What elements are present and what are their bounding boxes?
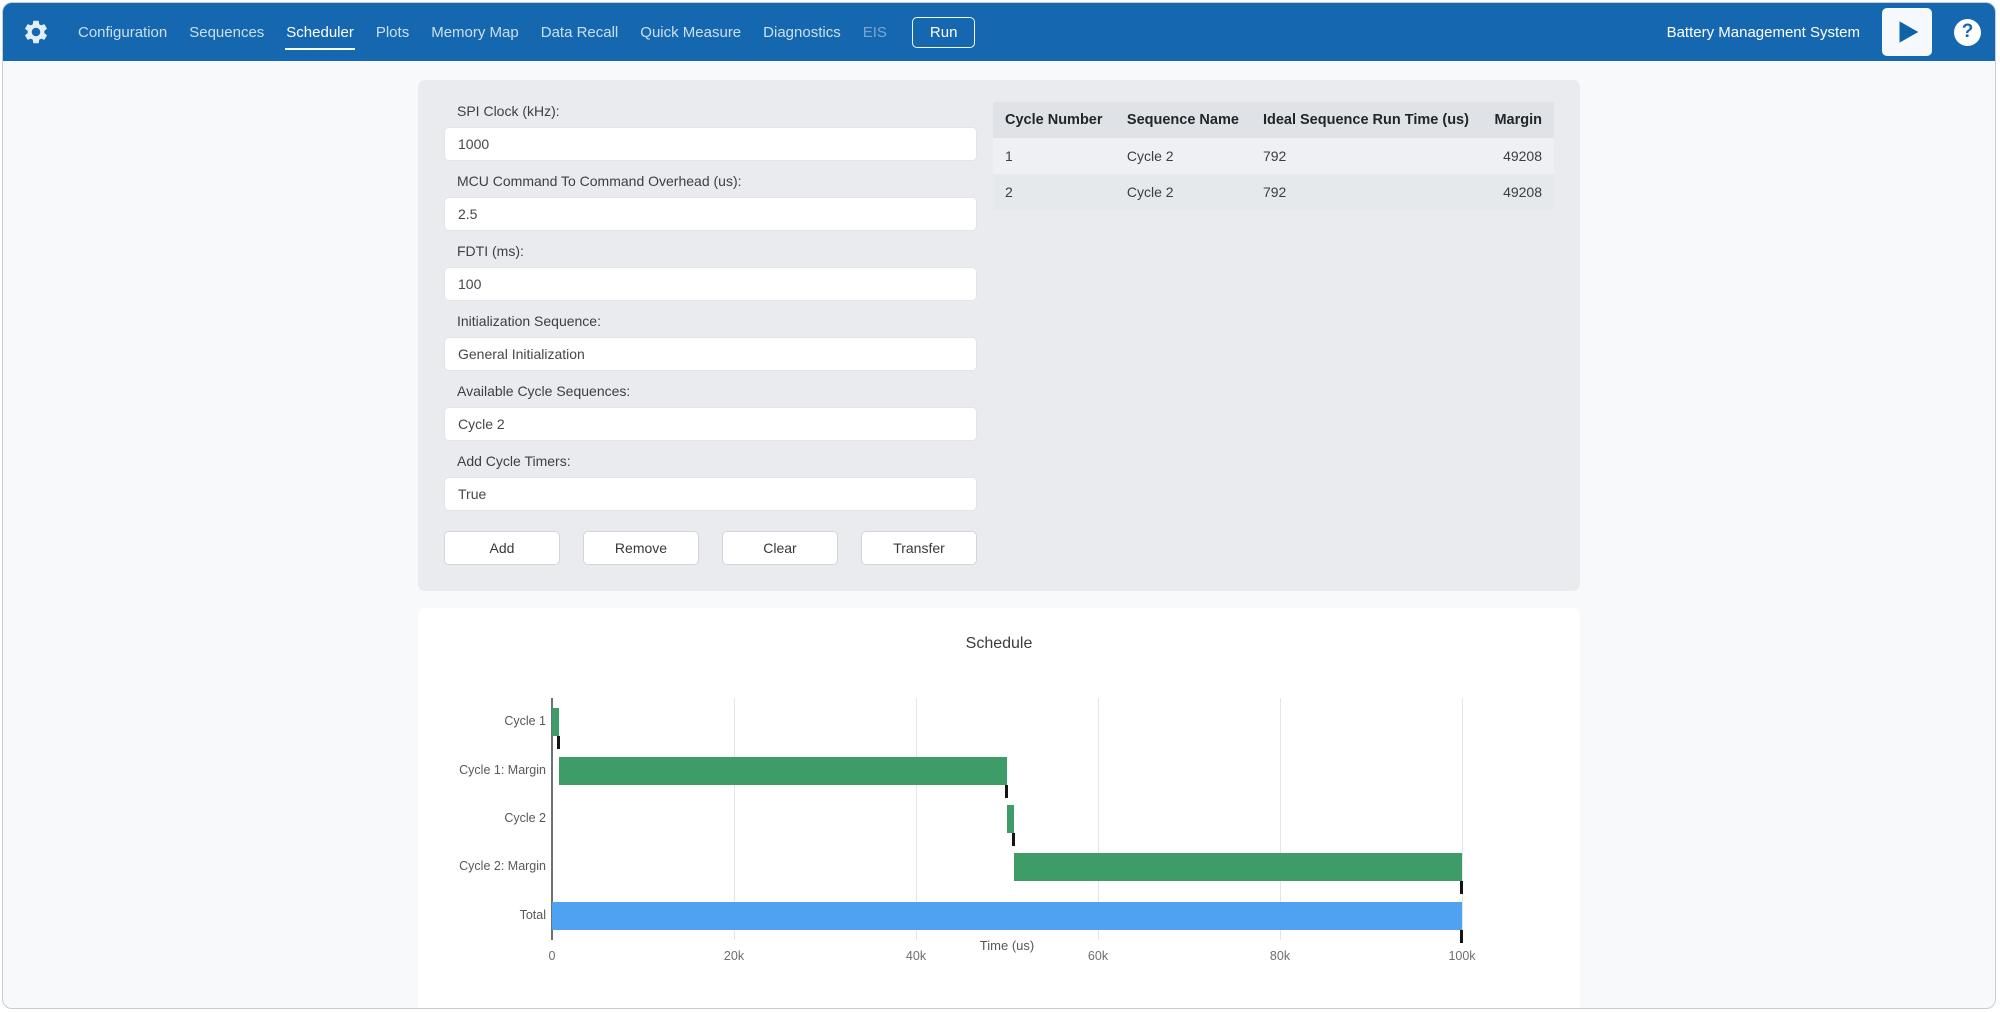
header-ideal-run-time: Ideal Sequence Run Time (us)	[1250, 102, 1481, 138]
spi-clock-label: SPI Clock (kHz):	[457, 103, 560, 119]
nav-item-data-recall[interactable]: Data Recall	[540, 23, 619, 41]
chart-gridline	[734, 698, 735, 940]
gantt-bar	[1014, 853, 1462, 882]
cell-ideal-run-time: 792	[1250, 174, 1481, 210]
chart-y-axis	[551, 698, 553, 940]
app-title: Battery Management System	[1666, 23, 1860, 41]
add-cycle-timers-label: Add Cycle Timers:	[457, 453, 571, 469]
chart-x-tick-label: 100k	[1448, 949, 1476, 963]
nav-item-quick-measure[interactable]: Quick Measure	[640, 23, 742, 41]
play-button[interactable]	[1882, 8, 1932, 56]
init-sequence-input[interactable]	[444, 337, 977, 371]
fdti-input[interactable]	[444, 267, 977, 301]
nav-item-memory-map[interactable]: Memory Map	[431, 23, 519, 41]
init-sequence-label: Initialization Sequence:	[457, 313, 601, 329]
chart-row-label: Cycle 2: Margin	[459, 859, 546, 874]
scheduler-settings-card: SPI Clock (kHz): MCU Command To Command …	[418, 80, 1580, 591]
mcu-overhead-input[interactable]	[444, 197, 977, 231]
chart-x-tick-label: 20k	[723, 949, 745, 963]
nav-item-plots[interactable]: Plots	[375, 23, 410, 41]
bar-end-cap	[1012, 833, 1016, 846]
available-cycle-sequences-label: Available Cycle Sequences:	[457, 383, 631, 399]
chart-title: Schedule	[965, 635, 1033, 652]
gantt-bar	[552, 901, 1462, 930]
bar-end-cap	[1460, 881, 1463, 895]
run-button[interactable]: Run	[911, 16, 976, 48]
cycle-table-wrapper: Cycle Number Sequence Name Ideal Sequenc…	[993, 102, 1554, 565]
fdti-label: FDTI (ms):	[457, 243, 524, 259]
table-row[interactable]: 1 Cycle 2 792 49208	[993, 138, 1554, 174]
chart-gridline	[1098, 698, 1099, 940]
chart-row-label: Cycle 1: Margin	[459, 762, 546, 777]
header-margin: Margin	[1480, 102, 1554, 138]
clear-button[interactable]: Clear	[722, 531, 838, 565]
help-icon[interactable]: ?	[1954, 18, 1981, 46]
cycle-table-header-row: Cycle Number Sequence Name Ideal Sequenc…	[993, 102, 1554, 138]
chart-x-tick-label: 0	[548, 949, 556, 963]
cell-sequence-name: Cycle 2	[1114, 138, 1251, 174]
bar-end-cap	[557, 736, 561, 750]
header-sequence-name: Sequence Name	[1114, 102, 1251, 138]
settings-gear-icon[interactable]	[19, 15, 53, 49]
form-button-row: Add Remove Clear Transfer	[444, 531, 977, 565]
chart-row-label: Cycle 1	[504, 714, 546, 729]
nav-item-configuration[interactable]: Configuration	[78, 23, 168, 41]
nav-item-scheduler[interactable]: Scheduler	[275, 3, 365, 61]
cell-cycle-number: 2	[993, 174, 1115, 210]
chart-x-tick-label: 40k	[905, 949, 927, 963]
remove-button[interactable]: Remove	[583, 531, 699, 565]
cell-cycle-number: 1	[993, 138, 1115, 174]
chart-row-label: Total	[519, 907, 546, 922]
gantt-bar	[559, 756, 1007, 785]
schedule-chart-card: Schedule 0 20k 40k 60k 80k 100k Cycle 1 Cycle 1…	[418, 608, 1580, 1008]
main-content: SPI Clock (kHz): MCU Command To Command …	[3, 61, 1995, 1008]
mcu-overhead-label: MCU Command To Command Overhead (us):	[457, 173, 742, 189]
top-nav-bar: Configuration Sequences Scheduler Plots …	[3, 3, 1995, 61]
chart-gridline	[1462, 698, 1463, 940]
add-cycle-timers-input[interactable]	[444, 477, 977, 511]
cycle-table: Cycle Number Sequence Name Ideal Sequenc…	[993, 102, 1554, 210]
play-icon	[1899, 21, 1919, 43]
cell-margin: 49208	[1480, 174, 1554, 210]
chart-gridline	[1280, 698, 1281, 940]
cell-sequence-name: Cycle 2	[1114, 174, 1251, 210]
header-cycle-number: Cycle Number	[993, 102, 1115, 138]
bar-end-cap	[1460, 929, 1463, 943]
cell-margin: 49208	[1480, 138, 1554, 174]
chart-x-tick-label: 80k	[1269, 949, 1291, 963]
nav-right-cluster: Battery Management System ?	[1667, 8, 1981, 56]
gantt-bar	[552, 708, 560, 737]
cell-ideal-run-time: 792	[1250, 138, 1481, 174]
transfer-button[interactable]: Transfer	[861, 531, 977, 565]
table-row[interactable]: 2 Cycle 2 792 49208	[993, 174, 1554, 210]
gantt-bar	[1007, 805, 1015, 833]
bar-end-cap	[1005, 784, 1008, 798]
add-button[interactable]: Add	[444, 531, 560, 565]
available-cycle-sequences-input[interactable]	[444, 407, 977, 441]
chart-row-label: Cycle 2	[504, 811, 546, 825]
nav-item-diagnostics[interactable]: Diagnostics	[763, 23, 841, 41]
nav-item-sequences[interactable]: Sequences	[189, 23, 265, 41]
spi-clock-input[interactable]	[444, 127, 977, 161]
chart-x-tick-label: 60k	[1087, 949, 1109, 963]
chart-gridline	[916, 698, 917, 940]
chart-plot: 0 20k 40k 60k 80k 100k Cycle 1 Cycle 1: Margin C…	[459, 698, 1476, 963]
scheduler-form: SPI Clock (kHz): MCU Command To Command …	[444, 102, 977, 565]
chart-x-axis-title: Time (us)	[979, 938, 1035, 953]
nav-item-eis: EIS	[862, 23, 887, 41]
